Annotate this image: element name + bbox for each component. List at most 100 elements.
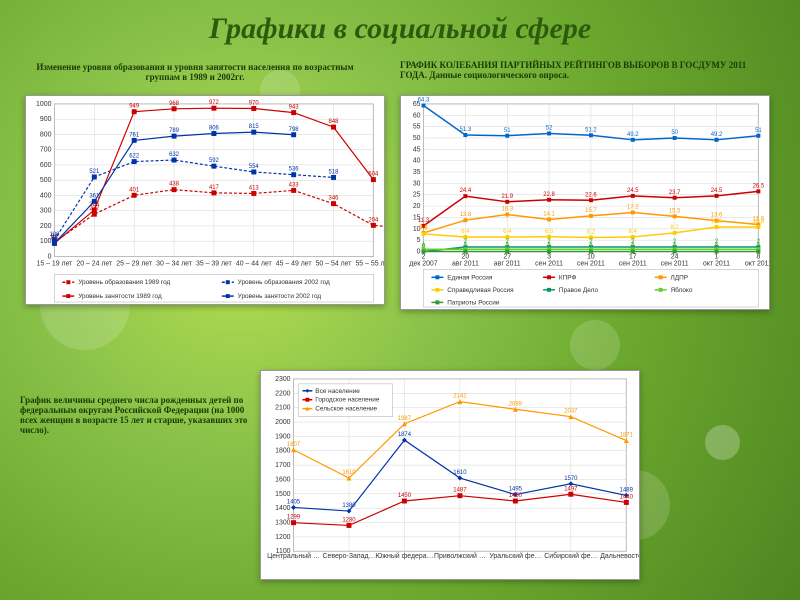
svg-text:Центральный …: Центральный … — [267, 552, 320, 560]
svg-text:2000: 2000 — [275, 419, 291, 426]
svg-text:518: 518 — [329, 169, 340, 175]
svg-text:622: 622 — [129, 154, 139, 160]
svg-text:413: 413 — [249, 185, 260, 191]
svg-text:1800: 1800 — [275, 448, 291, 455]
party-ratings-chart: 051015202530354045505560652дек 200720авг… — [400, 95, 770, 310]
svg-text:40: 40 — [413, 158, 421, 165]
svg-text:2037: 2037 — [564, 409, 577, 415]
svg-text:300: 300 — [40, 208, 52, 215]
svg-text:ЛДПР: ЛДПР — [671, 274, 688, 281]
svg-text:50: 50 — [413, 135, 421, 142]
svg-text:20: 20 — [413, 203, 421, 210]
svg-text:1987: 1987 — [398, 416, 411, 422]
svg-text:24.4: 24.4 — [460, 188, 472, 194]
svg-text:6.2: 6.2 — [587, 229, 595, 235]
svg-text:окт 2011: окт 2011 — [703, 260, 730, 267]
svg-text:1299: 1299 — [287, 515, 301, 521]
svg-text:сен 2011: сен 2011 — [619, 260, 647, 267]
svg-text:64.3: 64.3 — [418, 98, 430, 104]
svg-text:50: 50 — [671, 130, 678, 136]
svg-text:Северо-Запад…: Северо-Запад… — [323, 553, 376, 560]
svg-text:13.8: 13.8 — [460, 212, 472, 218]
svg-text:943: 943 — [289, 105, 300, 111]
svg-text:15 – 19 лет: 15 – 19 лет — [37, 260, 74, 267]
svg-text:Сибирский фе…: Сибирский фе… — [544, 552, 597, 560]
svg-text:22.8: 22.8 — [543, 192, 555, 198]
svg-text:1440: 1440 — [620, 494, 634, 500]
svg-text:5: 5 — [417, 237, 421, 244]
svg-text:6.5: 6.5 — [545, 229, 554, 235]
svg-text:554: 554 — [249, 164, 260, 170]
svg-text:Уровень образования 2002 год: Уровень образования 2002 год — [238, 278, 330, 286]
birth-rate-chart: 1100120013001400150016001700180019002000… — [260, 370, 640, 580]
svg-text:10.8: 10.8 — [711, 219, 723, 225]
svg-text:6.4: 6.4 — [629, 229, 638, 235]
svg-text:86: 86 — [51, 235, 58, 241]
svg-text:52: 52 — [546, 125, 553, 131]
svg-text:417: 417 — [209, 185, 219, 191]
svg-text:дек 2007: дек 2007 — [409, 260, 437, 267]
svg-text:1600: 1600 — [275, 476, 291, 483]
svg-text:14.1: 14.1 — [543, 212, 555, 218]
svg-text:Справедливая Россия: Справедливая Россия — [447, 287, 514, 294]
svg-text:2300: 2300 — [275, 376, 291, 383]
svg-text:45 – 49 лет: 45 – 49 лет — [276, 260, 313, 267]
svg-text:401: 401 — [129, 187, 140, 193]
svg-text:21.9: 21.9 — [501, 194, 513, 200]
svg-text:окт 2011: окт 2011 — [745, 260, 769, 267]
svg-text:Патриоты России: Патриоты России — [447, 299, 499, 306]
svg-text:сен 2011: сен 2011 — [577, 260, 605, 267]
svg-text:сен 2011: сен 2011 — [535, 260, 563, 267]
svg-text:24.5: 24.5 — [711, 188, 723, 194]
svg-text:1405: 1405 — [287, 500, 301, 506]
svg-text:204: 204 — [368, 217, 379, 223]
svg-text:Единая Россия: Единая Россия — [447, 274, 493, 281]
svg-text:1487: 1487 — [453, 488, 466, 494]
svg-text:521: 521 — [89, 169, 100, 175]
svg-text:2200: 2200 — [275, 390, 291, 397]
svg-text:51: 51 — [755, 128, 762, 134]
svg-text:1570: 1570 — [564, 476, 578, 482]
svg-text:1280: 1280 — [342, 517, 356, 523]
svg-text:25: 25 — [413, 192, 421, 199]
svg-text:Уровень занятости 2002 год: Уровень занятости 2002 год — [238, 293, 322, 300]
svg-text:500: 500 — [40, 177, 52, 184]
svg-text:592: 592 — [209, 158, 219, 164]
chart2-subtitle: ГРАФИК КОЛЕБАНИЯ ПАРТИЙНЫХ РЕЙТИНГОВ ВЫБ… — [400, 60, 760, 80]
svg-text:55: 55 — [413, 124, 421, 131]
svg-text:сен 2011: сен 2011 — [661, 260, 689, 267]
svg-text:1400: 1400 — [275, 505, 291, 512]
page-title: Графики в социальной сфере — [0, 12, 800, 46]
svg-text:8.2: 8.2 — [671, 225, 679, 231]
chart1-subtitle: Изменение уровня образования и уровня за… — [30, 62, 360, 82]
svg-text:Все население: Все население — [315, 388, 360, 395]
svg-text:51.3: 51.3 — [460, 127, 472, 133]
svg-text:600: 600 — [40, 162, 52, 169]
svg-text:1871: 1871 — [620, 433, 634, 439]
svg-text:632: 632 — [169, 152, 179, 158]
svg-text:700: 700 — [40, 147, 52, 154]
svg-text:1450: 1450 — [398, 493, 412, 499]
svg-text:35: 35 — [413, 169, 421, 176]
svg-text:2089: 2089 — [509, 401, 523, 407]
svg-text:1610: 1610 — [342, 470, 356, 476]
svg-text:15.7: 15.7 — [585, 208, 597, 214]
svg-text:24.5: 24.5 — [627, 188, 639, 194]
svg-text:1874: 1874 — [398, 432, 412, 438]
svg-text:Уровень занятости 1989 год: Уровень занятости 1989 год — [78, 293, 162, 300]
svg-text:800: 800 — [40, 131, 52, 138]
svg-text:35 – 39 лет: 35 – 39 лет — [196, 260, 233, 267]
svg-text:0: 0 — [417, 249, 421, 256]
svg-text:30: 30 — [413, 180, 421, 187]
svg-text:2100: 2100 — [275, 405, 291, 412]
svg-text:23.7: 23.7 — [669, 190, 681, 196]
svg-text:Приволжский …: Приволжский … — [434, 552, 486, 560]
svg-text:Городское население: Городское население — [315, 397, 380, 404]
svg-text:6.4: 6.4 — [503, 229, 512, 235]
svg-text:17.2: 17.2 — [627, 205, 639, 211]
svg-text:26.5: 26.5 — [753, 183, 765, 189]
education-employment-chart: 0100200300400500600700800900100015 – 19 … — [25, 95, 385, 305]
svg-text:Сельское население: Сельское население — [315, 406, 377, 413]
svg-text:Правое Дело: Правое Дело — [559, 287, 599, 294]
svg-text:Уральский фе…: Уральский фе… — [489, 552, 541, 560]
